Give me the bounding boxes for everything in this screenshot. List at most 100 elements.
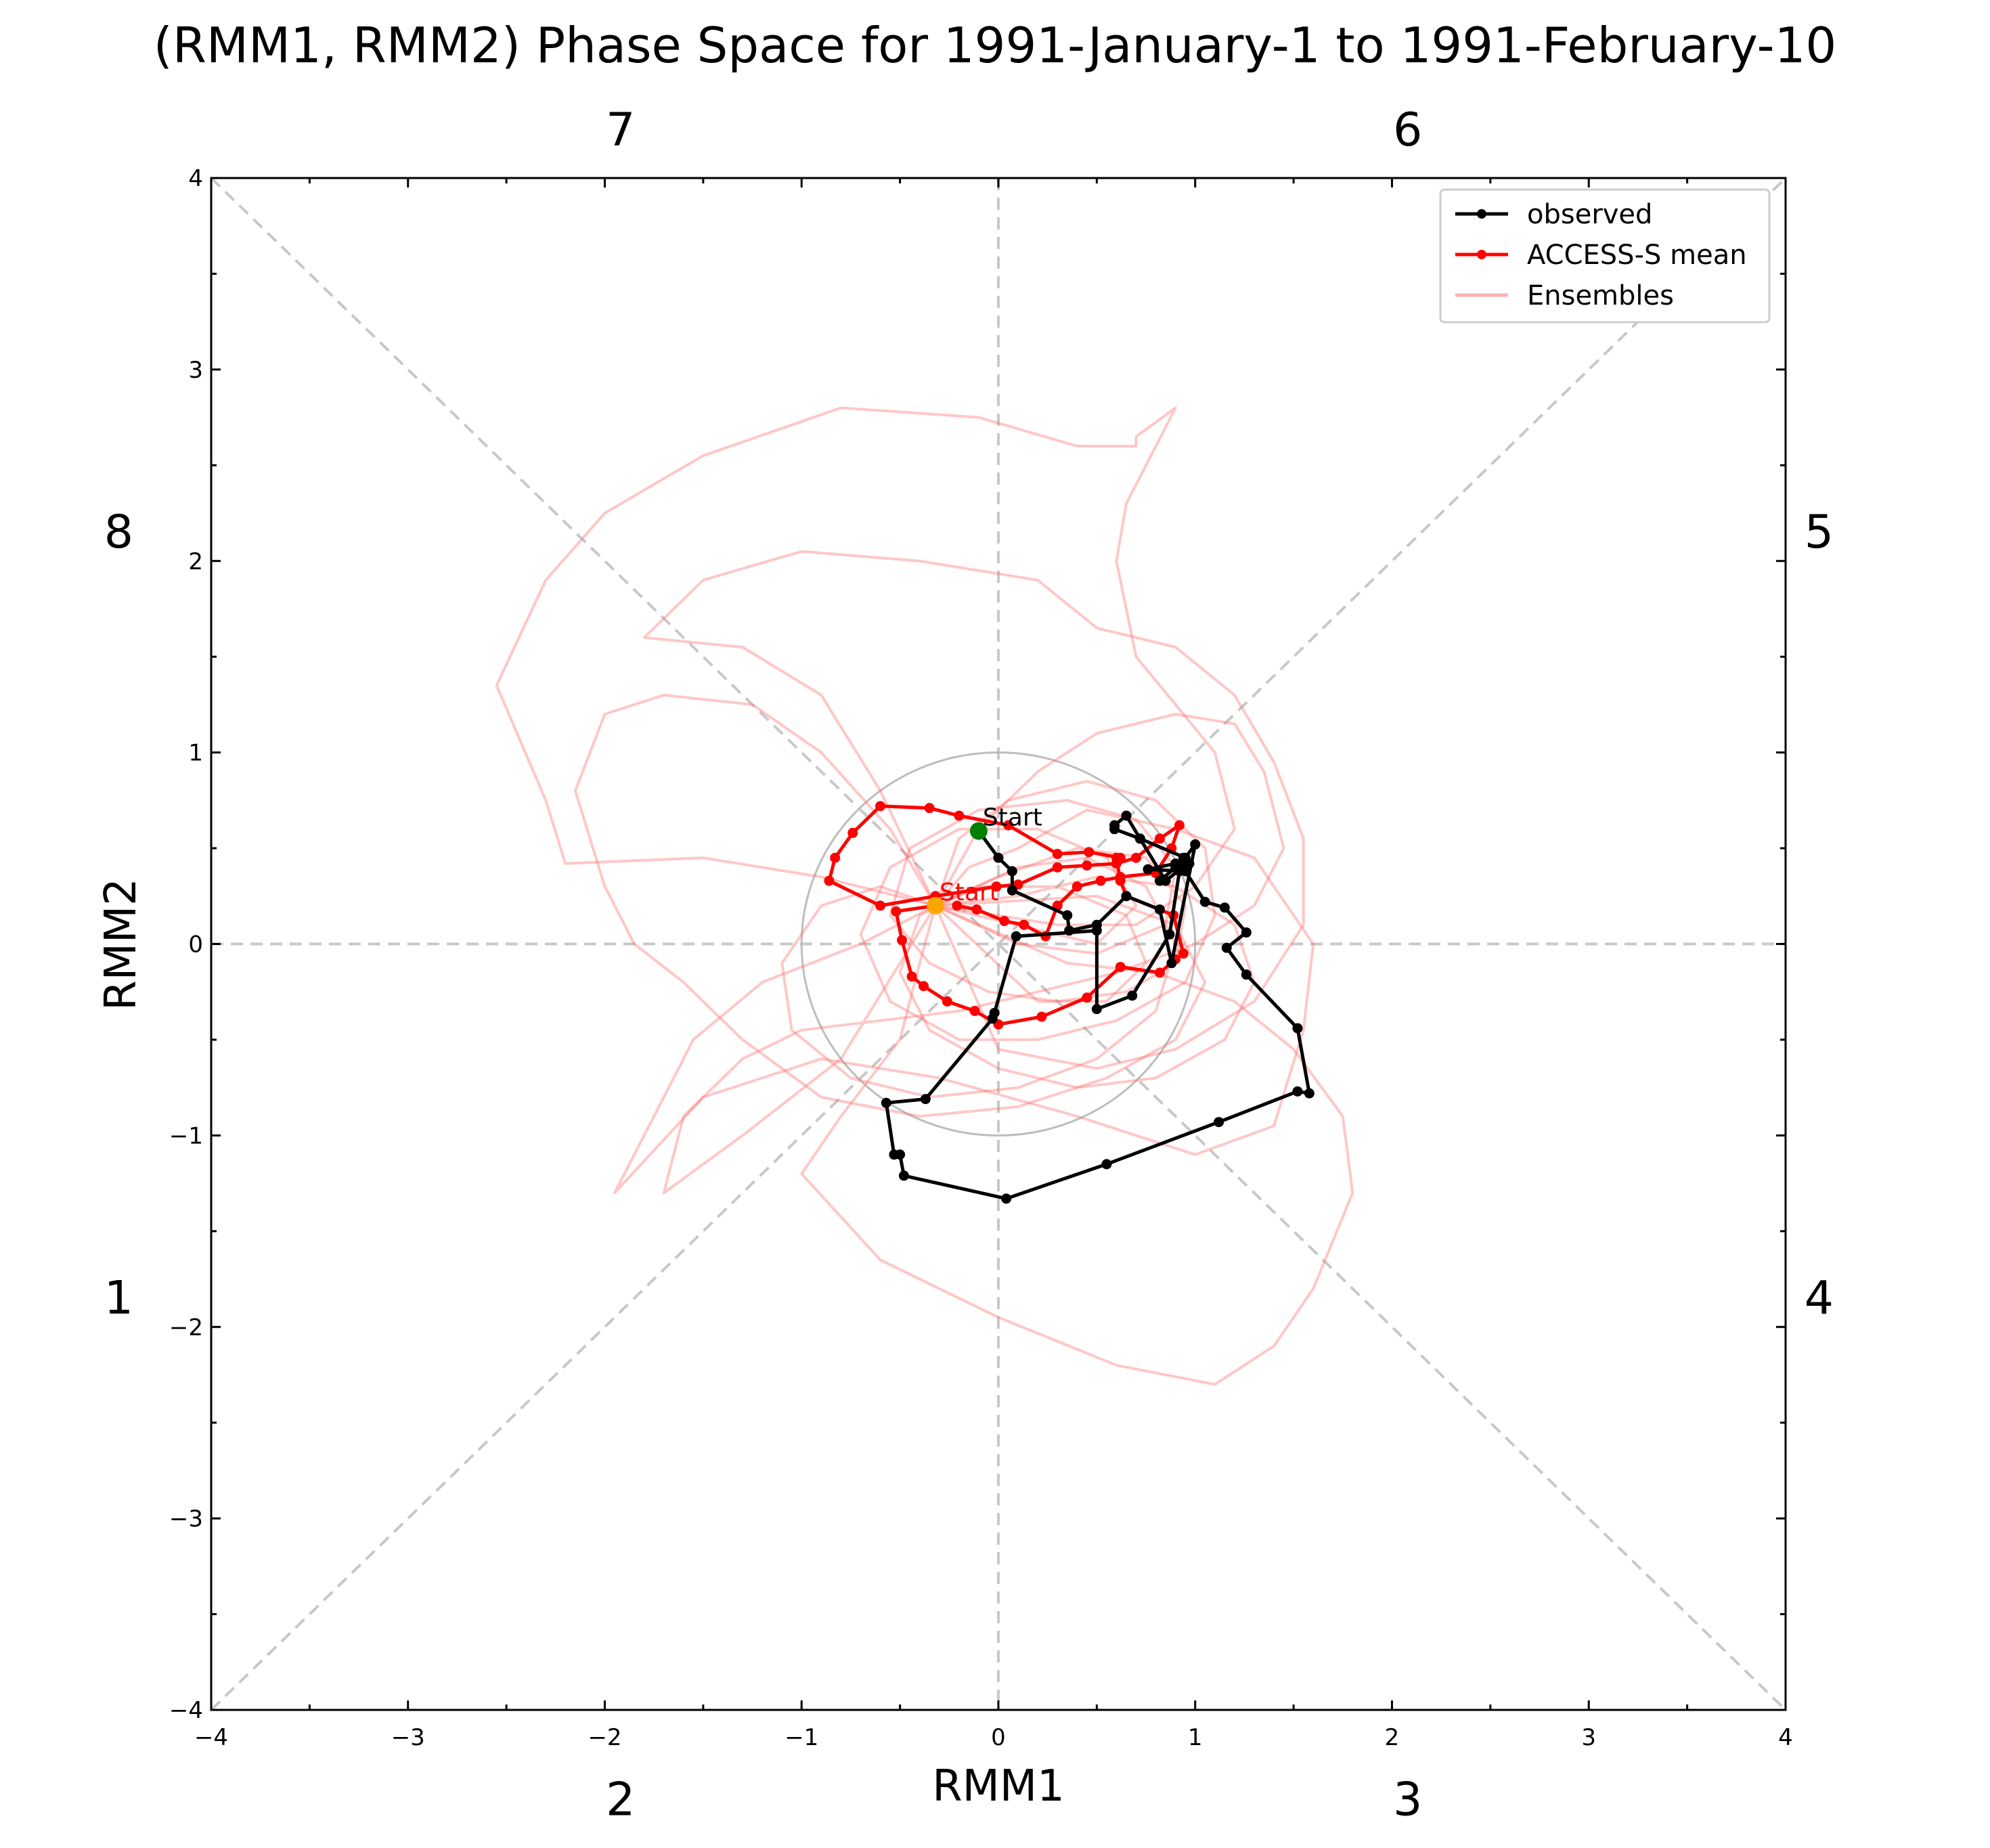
series-point-observed <box>1154 875 1165 886</box>
series-point-observed <box>1164 929 1175 940</box>
series-point-access-s-mean <box>954 810 965 821</box>
series-point-access-s-mean <box>1178 948 1189 959</box>
series-point-observed <box>1064 925 1075 936</box>
legend: observed ACCESS-S mean Ensembles <box>1439 188 1771 324</box>
series-point-access-s-mean <box>897 935 908 946</box>
legend-label-observed: observed <box>1527 199 1652 230</box>
series-point-observed <box>1007 885 1017 896</box>
start-markers: Start Start <box>926 804 1042 915</box>
series-point-observed <box>1221 942 1232 953</box>
series-point-observed <box>1143 864 1153 875</box>
legend-marker-access-mean <box>1477 250 1486 259</box>
x-tick-label: −1 <box>784 1724 818 1751</box>
start-label-1: Start <box>983 804 1042 832</box>
series-point-access-s-mean <box>999 916 1010 927</box>
series-point-access-s-mean <box>924 803 935 814</box>
ensemble-track-3 <box>800 904 1354 1386</box>
y-tick-label: 1 <box>188 740 203 767</box>
series-point-observed <box>1091 1004 1102 1015</box>
x-tick-label: 3 <box>1581 1724 1596 1751</box>
series-point-observed <box>1190 839 1201 850</box>
y-tick-label: −1 <box>169 1122 203 1149</box>
series-point-observed <box>993 852 1004 863</box>
series-point-access-s-mean <box>875 900 886 911</box>
series-point-access-s-mean <box>1082 860 1092 871</box>
series-point-observed <box>1199 896 1210 907</box>
phase-divider-diagonal-falling <box>210 177 1787 1711</box>
phase-divider-diagonal-rising <box>210 177 1787 1711</box>
series-point-observed <box>1134 833 1145 844</box>
start-dot-1 <box>969 822 988 840</box>
x-tick-label: 0 <box>991 1724 1006 1751</box>
y-tick-label: 0 <box>188 931 203 959</box>
series-line-observed <box>884 814 1311 1201</box>
x-tick-label: −4 <box>194 1724 228 1751</box>
series-point-access-s-mean <box>1084 847 1094 858</box>
series-point-observed <box>881 1097 891 1108</box>
y-tick-label: −3 <box>169 1505 203 1533</box>
series-point-access-s-mean <box>891 906 902 917</box>
series-point-observed <box>1166 958 1177 969</box>
series-point-observed <box>1184 858 1195 869</box>
series-point-observed <box>1062 910 1073 921</box>
series-point-access-s-mean <box>875 801 886 812</box>
series-point-access-s-mean <box>942 996 952 1007</box>
series-point-access-s-mean <box>1071 881 1082 892</box>
start-label-2: Start <box>939 879 999 906</box>
x-tick-label: −2 <box>588 1724 621 1751</box>
unit-circle <box>800 751 1197 1137</box>
series-point-access-s-mean <box>1036 1011 1047 1022</box>
series-point-observed <box>1214 1117 1224 1128</box>
phase-guides <box>210 177 1787 1711</box>
x-tick-label: 4 <box>1778 1724 1793 1751</box>
ensemble-track-9 <box>780 856 1177 1099</box>
phase-label-1: 1 <box>104 1271 133 1325</box>
legend-label-access-mean: ACCESS-S mean <box>1527 240 1747 271</box>
y-tick-label: −4 <box>169 1697 203 1724</box>
series-point-access-s-mean <box>824 875 835 886</box>
series-point-observed <box>889 1149 900 1160</box>
series-point-observed <box>1101 1159 1112 1170</box>
legend-label-ensembles: Ensembles <box>1527 280 1674 311</box>
ensemble-track-2 <box>495 406 1236 927</box>
series-point-access-s-mean <box>1115 871 1126 882</box>
series-point-observed <box>1007 866 1017 877</box>
series-point-access-s-mean <box>1154 967 1165 978</box>
legend-marker-observed <box>1477 209 1486 219</box>
phase-label-7: 7 <box>606 104 635 157</box>
axis-ticks: −4 −3 −2 −1 0 1 2 3 4 −4 −3 −2 −1 0 1 2 3 4 <box>169 165 1793 1751</box>
phase-label-5: 5 <box>1805 506 1834 559</box>
series-point-access-s-mean <box>1052 849 1063 860</box>
phase-label-6: 6 <box>1393 104 1422 157</box>
series-point-access-s-mean <box>847 827 858 838</box>
chart-title: (RMM1, RMM2) Phase Space for 1991-Januar… <box>154 17 1836 74</box>
ensemble-track-5 <box>642 550 1305 1070</box>
series-point-observed <box>1001 1193 1012 1204</box>
phase-labels: 7 6 8 5 1 4 2 3 <box>104 104 1834 1827</box>
y-tick-label: 3 <box>188 357 203 384</box>
series-point-observed <box>1154 904 1165 915</box>
phase-label-2: 2 <box>606 1774 635 1827</box>
x-tick-label: 2 <box>1385 1724 1400 1751</box>
series-point-observed <box>898 1170 909 1181</box>
series-point-access-s-mean <box>1115 961 1126 972</box>
series-point-access-s-mean <box>830 852 841 863</box>
series-point-access-s-mean <box>1154 833 1165 844</box>
series-point-observed <box>1109 824 1120 835</box>
x-axis-label: RMM1 <box>932 1761 1065 1811</box>
series-point-observed <box>920 1094 931 1105</box>
y-axis-label: RMM2 <box>96 878 146 1011</box>
series-point-access-s-mean <box>1019 919 1030 930</box>
series-point-access-s-mean <box>919 981 929 992</box>
series-point-observed <box>1127 990 1138 1001</box>
series-point-access-s-mean <box>1174 820 1185 831</box>
series-tracks <box>824 801 1314 1204</box>
legend-box <box>1439 188 1771 324</box>
series-point-observed <box>1292 1023 1303 1034</box>
phase-label-4: 4 <box>1805 1271 1834 1325</box>
series-point-access-s-mean <box>906 971 917 982</box>
phase-label-8: 8 <box>104 506 133 559</box>
y-tick-label: 4 <box>188 165 203 192</box>
y-tick-label: 2 <box>188 548 203 575</box>
